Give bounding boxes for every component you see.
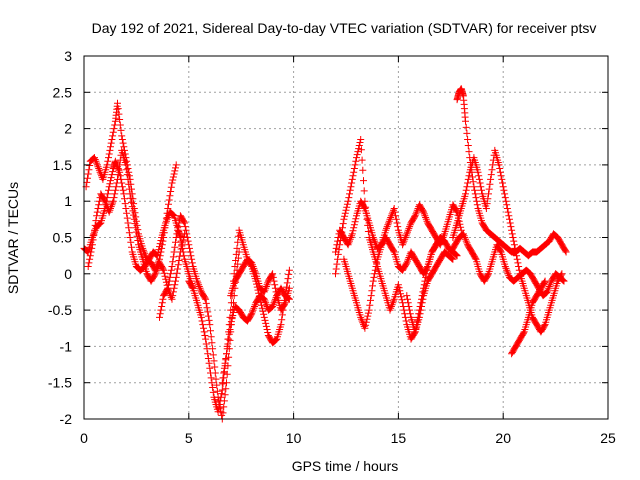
data-points xyxy=(449,146,566,336)
y-axis-label: SDTVAR / TECUs xyxy=(5,182,21,294)
x-tick-label: 5 xyxy=(185,430,193,446)
series-arc-14 xyxy=(403,248,457,336)
x-tick-label: 15 xyxy=(391,430,407,446)
chart-title: Day 192 of 2021, Sidereal Day-to-day VTE… xyxy=(92,20,597,36)
y-tick-label: 1 xyxy=(64,193,72,209)
y-tick-label: 1.5 xyxy=(53,157,73,173)
series-arc-15 xyxy=(508,277,549,358)
y-tick-label: 3 xyxy=(64,48,72,64)
series-arc-5 xyxy=(185,277,293,416)
y-tick-label: -0.5 xyxy=(48,302,72,318)
y-tick-label: 2.5 xyxy=(53,84,73,100)
data-points xyxy=(185,277,293,416)
data-points xyxy=(84,146,189,303)
y-tick-label: -1 xyxy=(60,338,73,354)
x-tick-label: 20 xyxy=(495,430,511,446)
series-arc-3 xyxy=(84,146,189,303)
series-arc-6 xyxy=(218,226,293,387)
data-points xyxy=(227,255,293,314)
y-tick-label: 0.5 xyxy=(53,230,73,246)
data-points xyxy=(218,226,293,387)
x-axis-label: GPS time / hours xyxy=(292,458,399,474)
series-arc-7 xyxy=(227,255,293,314)
y-tick-label: -1.5 xyxy=(48,375,72,391)
data-points xyxy=(340,234,461,332)
y-tick-label: 2 xyxy=(64,121,72,137)
data-points xyxy=(332,197,465,256)
data-points xyxy=(403,248,457,336)
y-tick-label: -2 xyxy=(60,411,73,427)
x-tick-label: 10 xyxy=(286,430,302,446)
tick-layer: 0 5 10 15 20 25 -2 -1.5 -1 -0.5 0 0.5 1 1.5 2 2.5 3 xyxy=(48,48,616,446)
series-arc-9 xyxy=(332,197,465,256)
x-tick-label: 0 xyxy=(80,430,88,446)
series-arc-12 xyxy=(449,146,566,336)
series-arc-10 xyxy=(340,234,461,332)
x-tick-label: 25 xyxy=(600,430,616,446)
data-points xyxy=(508,277,549,358)
data-layer xyxy=(80,85,570,423)
y-tick-label: 0 xyxy=(64,266,72,282)
